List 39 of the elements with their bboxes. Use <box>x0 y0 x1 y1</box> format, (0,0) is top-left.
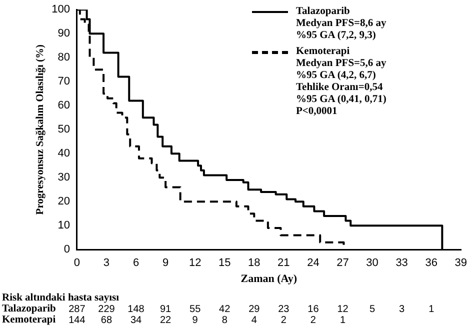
x-tick-label: 30 <box>366 257 378 270</box>
text: Risk altındaki hasta sayısı <box>2 292 120 304</box>
annotation: %95 GA (0,41, 0,71) <box>296 94 386 106</box>
text: Talazoparib 287 229 148 91 55 42 29 23 16 12 5 3 1 <box>2 304 434 315</box>
y-tick-label: 0 <box>64 244 70 256</box>
x-tick-label: 12 <box>188 257 202 270</box>
x-tick-label: 36 <box>425 257 438 270</box>
x-tick-label: 18 <box>248 257 260 270</box>
x-tick-label: 24 <box>307 257 320 270</box>
text: Kemoterapi 144 68 34 22 9 8 4 2 2 1 <box>2 314 346 326</box>
annotation: P<0,0001 <box>296 106 338 118</box>
y-tick-label: 70 <box>58 76 70 88</box>
x-tick-label: 3 <box>103 257 110 270</box>
x-tick-label: 21 <box>278 257 290 270</box>
y-tick-label: 40 <box>58 148 70 160</box>
x-axis-title: Zaman (Ay) <box>240 273 298 286</box>
annotation: Tehlike Oranı=0,54 <box>296 82 384 94</box>
y-tick-label: 90 <box>58 28 70 40</box>
x-tick-label: 0 <box>74 257 80 270</box>
x-tick-label: 15 <box>218 257 231 270</box>
y-tick-label: 80 <box>58 52 70 64</box>
x-tick-label: 6 <box>132 257 140 270</box>
annotation: %95 GA (7,2, 9,3) <box>296 30 377 42</box>
y-tick-label: 30 <box>58 172 70 184</box>
annotation: %95 GA (4,2, 6,7) <box>296 70 377 82</box>
y-tick-label: 10 <box>58 220 70 232</box>
x-tick-label: 33 <box>396 257 408 270</box>
y-tick-label: 50 <box>58 124 70 136</box>
annotation: Medyan PFS=5,6 ay <box>296 58 386 70</box>
x-tick-label: 9 <box>162 257 169 270</box>
x-tick-label: 39 <box>454 257 468 270</box>
x-tick-label: 27 <box>336 257 349 270</box>
legend-label: Kemoterapi <box>296 46 351 58</box>
annotation: Medyan PFS=8,6 ay <box>296 18 386 30</box>
y-axis-title: Progresyonsuz Sağkalım Olasılığı (%) <box>35 44 46 215</box>
y-tick-label: 100 <box>52 4 70 16</box>
y-tick-label: 20 <box>58 196 70 208</box>
y-tick-label: 60 <box>58 100 70 112</box>
legend-label: Talazoparib <box>296 6 351 18</box>
